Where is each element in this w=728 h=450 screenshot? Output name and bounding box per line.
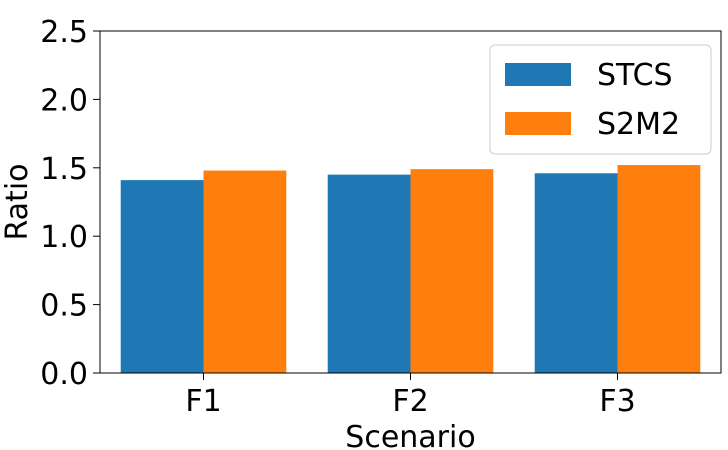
x-axis: F1 F2 F3 (185, 373, 636, 419)
plot-frame (99, 30, 722, 374)
y-tick-label: 1.5 (40, 152, 88, 187)
legend-label-stcs: STCS (597, 58, 673, 93)
bar-s2m2-f2 (410, 169, 494, 373)
y-tick-label: 0.5 (40, 289, 88, 324)
x-tick-label: F2 (392, 384, 428, 419)
x-tick-label: F3 (599, 384, 635, 419)
bar-s2m2-f3 (617, 165, 701, 373)
y-tick-label: 1.0 (40, 220, 88, 255)
bar-stcs-f2 (327, 174, 411, 373)
bar-s2m2-f1 (203, 170, 287, 373)
y-axis: 0.0 0.5 1.0 1.5 2.0 2.5 (40, 15, 100, 392)
bar-stcs-f3 (534, 173, 618, 373)
y-tick-label: 0.0 (40, 357, 88, 392)
bar-stcs-f1 (120, 180, 204, 373)
legend-swatch-stcs (505, 63, 571, 86)
legend: STCS S2M2 (489, 44, 712, 155)
legend-label-s2m2: S2M2 (597, 107, 680, 142)
x-axis-title: Scenario (345, 420, 475, 450)
y-tick-label: 2.0 (40, 83, 88, 118)
x-tick-label: F1 (185, 384, 221, 419)
y-tick-label: 2.5 (40, 15, 88, 50)
bars-layer (120, 165, 701, 373)
y-axis-title: Ratio (0, 163, 35, 240)
legend-swatch-s2m2 (505, 112, 571, 135)
